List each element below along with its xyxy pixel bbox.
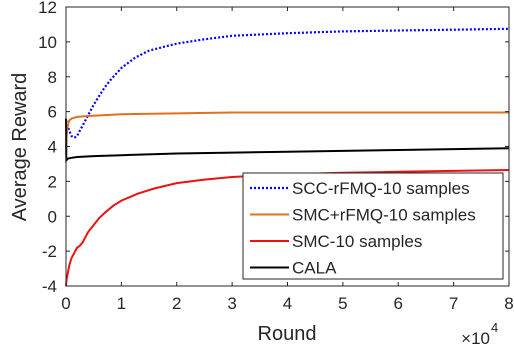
y-tick-label: 8	[48, 68, 57, 87]
y-tick-label: 10	[38, 33, 57, 52]
y-tick-label: 6	[48, 103, 57, 122]
y-tick-label: 2	[48, 172, 57, 191]
y-tick-label: -2	[42, 242, 57, 261]
legend-label-3: SMC-10 samples	[292, 232, 422, 251]
x-exponent-label: ×10 4	[461, 320, 498, 348]
x-tick-label: 5	[338, 294, 347, 313]
y-tick-label: 0	[48, 207, 57, 226]
x-axis-label: Round	[258, 323, 317, 345]
x-tick-label: 8	[504, 294, 513, 313]
legend-label-2: SMC+rFMQ-10 samples	[292, 206, 476, 225]
x-tick-label: 6	[394, 294, 403, 313]
x-exponent-base: ×10	[461, 329, 490, 348]
x-tick-label: 0	[61, 294, 70, 313]
series-line-2	[65, 111, 509, 156]
y-tick-label: 4	[48, 138, 57, 157]
y-tick-label: 12	[38, 0, 57, 17]
series-line-4	[65, 118, 510, 164]
x-tick-label: 7	[449, 294, 458, 313]
x-exponent-power: 4	[491, 320, 498, 335]
x-tick-label: 3	[227, 294, 236, 313]
legend-label-1: SCC-rFMQ-10 samples	[292, 179, 470, 198]
x-tick-label: 1	[117, 294, 126, 313]
legend-label-4: CALA	[292, 259, 337, 278]
x-tick-label: 2	[172, 294, 181, 313]
legend: SCC-rFMQ-10 samples SMC+rFMQ-10 samples SM…	[242, 172, 504, 280]
legend-box	[242, 172, 504, 280]
y-tick-label: -4	[42, 277, 57, 296]
x-tick-label: 4	[283, 294, 292, 313]
y-axis-label: Average Reward	[9, 73, 31, 222]
